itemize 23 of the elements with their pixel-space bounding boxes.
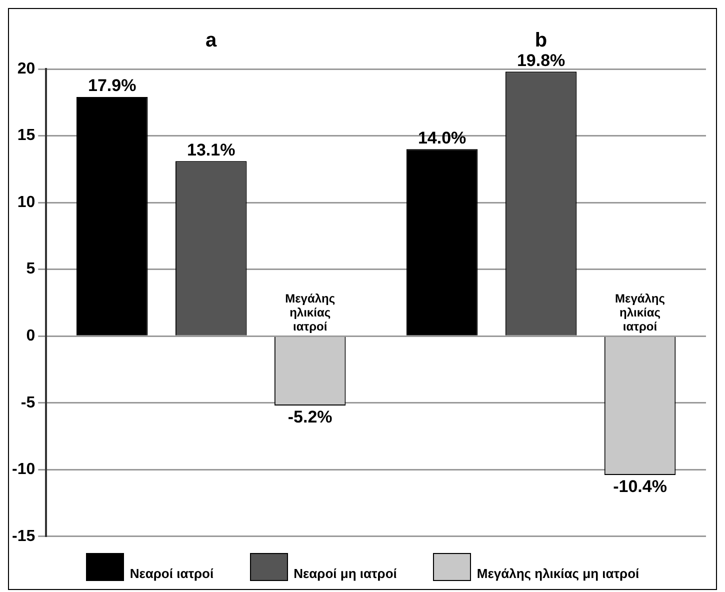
- y-tick-label: -15: [12, 528, 36, 545]
- legend-label: Νεαροί ιατροί: [130, 566, 214, 581]
- data-label: 19.8%: [516, 50, 566, 70]
- y-tick-label: -10: [12, 461, 36, 478]
- annotation: Μεγάλης ηλικίας ιατροί: [285, 291, 336, 334]
- y-tick-label: 15: [17, 127, 36, 144]
- data-label: -5.2%: [288, 408, 332, 427]
- data-label: 13.1%: [186, 140, 236, 160]
- y-tick-label: 20: [17, 60, 36, 78]
- data-label: 17.9%: [88, 76, 136, 96]
- bar: [406, 149, 478, 336]
- legend-label: Μεγάλης ηλικίας μη ιατροί: [476, 566, 640, 581]
- y-tick-label: 10: [17, 194, 36, 211]
- data-label: -10.4%: [613, 477, 667, 496]
- y-tick-label: -5: [20, 394, 36, 412]
- legend-label: Νεαροί μη ιατροί: [294, 566, 397, 581]
- y-tick-label: 5: [26, 260, 36, 278]
- x-tick-label: b: [534, 30, 548, 52]
- y-tick-label: 0: [26, 327, 36, 344]
- data-label: 14.0%: [418, 128, 466, 148]
- x-tick-label: a: [206, 30, 218, 52]
- annotation: Μεγάλης ηλικίας ιατροί: [615, 291, 666, 334]
- bar: [76, 97, 148, 336]
